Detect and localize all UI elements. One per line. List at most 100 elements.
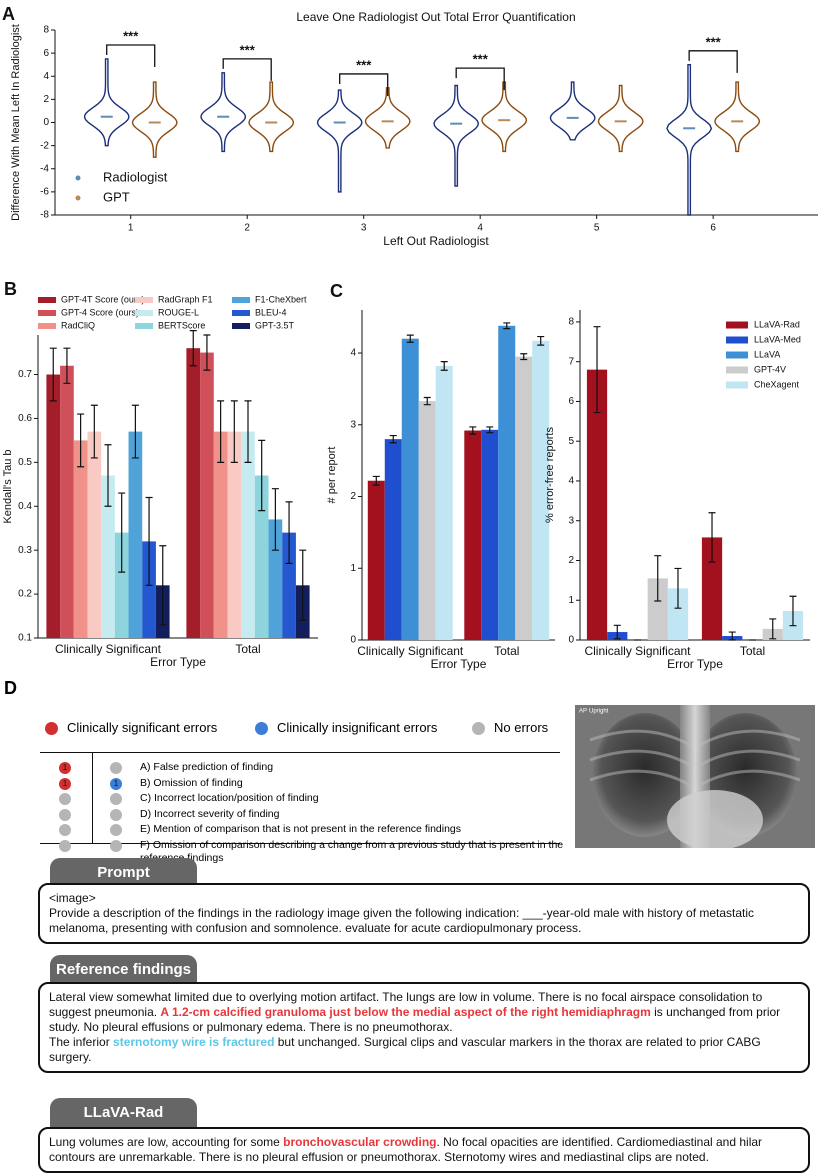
bar — [401, 338, 419, 640]
significance-bracket — [455, 67, 505, 91]
legend-swatch — [726, 321, 748, 329]
y-tick-label: 2 — [350, 491, 356, 502]
x-tick-label: 2 — [244, 223, 250, 234]
violin — [666, 63, 713, 216]
y-tick-label: 6 — [568, 396, 574, 407]
error-indicator — [110, 762, 122, 774]
error-bar — [520, 353, 528, 361]
error-indicator: 1 — [59, 762, 71, 774]
bar — [418, 401, 436, 640]
error-bar — [189, 330, 197, 367]
bar — [701, 537, 723, 640]
bar — [46, 374, 61, 638]
image-label: AP — [579, 709, 587, 715]
highlighted-text: sternotomy wire is fractured — [113, 1035, 275, 1049]
bar — [200, 352, 214, 638]
panel-label: C — [330, 281, 343, 301]
text-box: Lateral view somewhat limited due to ove… — [38, 982, 810, 1073]
error-type: D) Incorrect severity of finding — [140, 807, 280, 820]
y-tick-label: 1 — [350, 563, 356, 574]
y-tick-label: 0.5 — [18, 457, 32, 468]
y-tick-label: 4 — [43, 71, 49, 82]
y-tick-label: -8 — [40, 210, 49, 221]
error-bar — [537, 335, 545, 346]
bar — [515, 356, 533, 640]
charts: A B C Leave One Radiologist Out Total Error… — [2, 4, 818, 671]
error-bar — [674, 567, 682, 609]
significance-label: *** — [123, 28, 139, 43]
y-tick-label: 3 — [568, 515, 574, 526]
error-bar — [789, 595, 797, 627]
y-axis-label: Kendall's Tau b — [2, 449, 14, 523]
error-bar — [159, 545, 167, 626]
legend-label: Clinically insignificant errors — [277, 720, 438, 735]
x-tick-label: 3 — [361, 223, 367, 234]
image-label: Upright — [589, 709, 609, 715]
error-bar — [104, 444, 112, 507]
legend-label: No errors — [494, 720, 549, 735]
error-bar — [593, 326, 601, 414]
significance-label: *** — [706, 34, 722, 49]
bar — [73, 440, 88, 638]
error-indicator — [59, 793, 71, 805]
error-bar — [503, 322, 511, 330]
violin — [481, 81, 528, 153]
xray-image: AP Upright — [575, 705, 815, 848]
x-tick-label: Total — [740, 644, 765, 658]
legend-swatch — [38, 323, 56, 329]
box-title: Reference findings — [50, 955, 197, 985]
chart-title: Leave One Radiologist Out Total Error Qu… — [296, 10, 575, 24]
bar — [435, 365, 453, 640]
legend-label: GPT-4T Score (ours) — [61, 294, 144, 304]
y-axis-label: % error-free reports — [544, 427, 556, 523]
paragraph: Lateral view somewhat limited due to ove… — [49, 990, 799, 1035]
legend-label: LLaVA-Med — [754, 334, 801, 344]
panel-label: B — [4, 279, 17, 299]
error-bar — [372, 475, 380, 486]
bar — [367, 480, 385, 640]
error-bar — [423, 396, 431, 406]
legend-swatch — [135, 323, 153, 329]
error-type: F) Omission of comparison describing a c… — [140, 838, 564, 864]
legend-swatch — [38, 297, 56, 303]
legend-swatch — [726, 336, 748, 344]
error-bar — [654, 555, 662, 602]
x-tick-label: Total — [494, 644, 519, 658]
legend-label: BERTScore — [158, 320, 205, 330]
error-bar — [63, 347, 71, 384]
bar — [282, 532, 296, 638]
violin — [83, 58, 130, 147]
error-bar — [118, 492, 126, 573]
bar — [142, 541, 156, 638]
error-type: B) Omission of finding — [140, 776, 243, 789]
violin — [597, 84, 644, 153]
error-indicator — [59, 824, 71, 836]
text: <image> — [49, 891, 96, 905]
error-bar — [613, 624, 621, 640]
y-tick-label: 1 — [568, 595, 574, 606]
text: Provide a description of the findings in… — [49, 906, 755, 935]
bar — [586, 369, 608, 640]
x-axis-label: Left Out Radiologist — [383, 234, 489, 248]
y-tick-label: 6 — [43, 48, 49, 59]
error-bar — [769, 618, 777, 640]
y-tick-label: 5 — [568, 436, 574, 447]
text: The inferior — [49, 1035, 114, 1049]
error-bar — [440, 361, 448, 371]
error-bar — [469, 426, 477, 435]
bar — [532, 340, 550, 640]
paragraph: <image> — [49, 891, 799, 906]
y-tick-label: -6 — [40, 187, 49, 198]
x-tick-label: 1 — [128, 223, 134, 234]
bar — [227, 431, 242, 638]
legend-marker — [45, 722, 58, 735]
error-bar — [131, 404, 139, 459]
y-tick-label: 0.7 — [18, 369, 32, 380]
bar — [268, 519, 283, 638]
legend-label: LLaVA-Rad — [754, 319, 800, 329]
error-bar — [217, 400, 225, 463]
significance-label: *** — [356, 57, 372, 72]
violin — [131, 81, 178, 158]
error-bar — [258, 439, 266, 512]
text: is unchanged from prior study. No pleura… — [49, 1005, 781, 1034]
